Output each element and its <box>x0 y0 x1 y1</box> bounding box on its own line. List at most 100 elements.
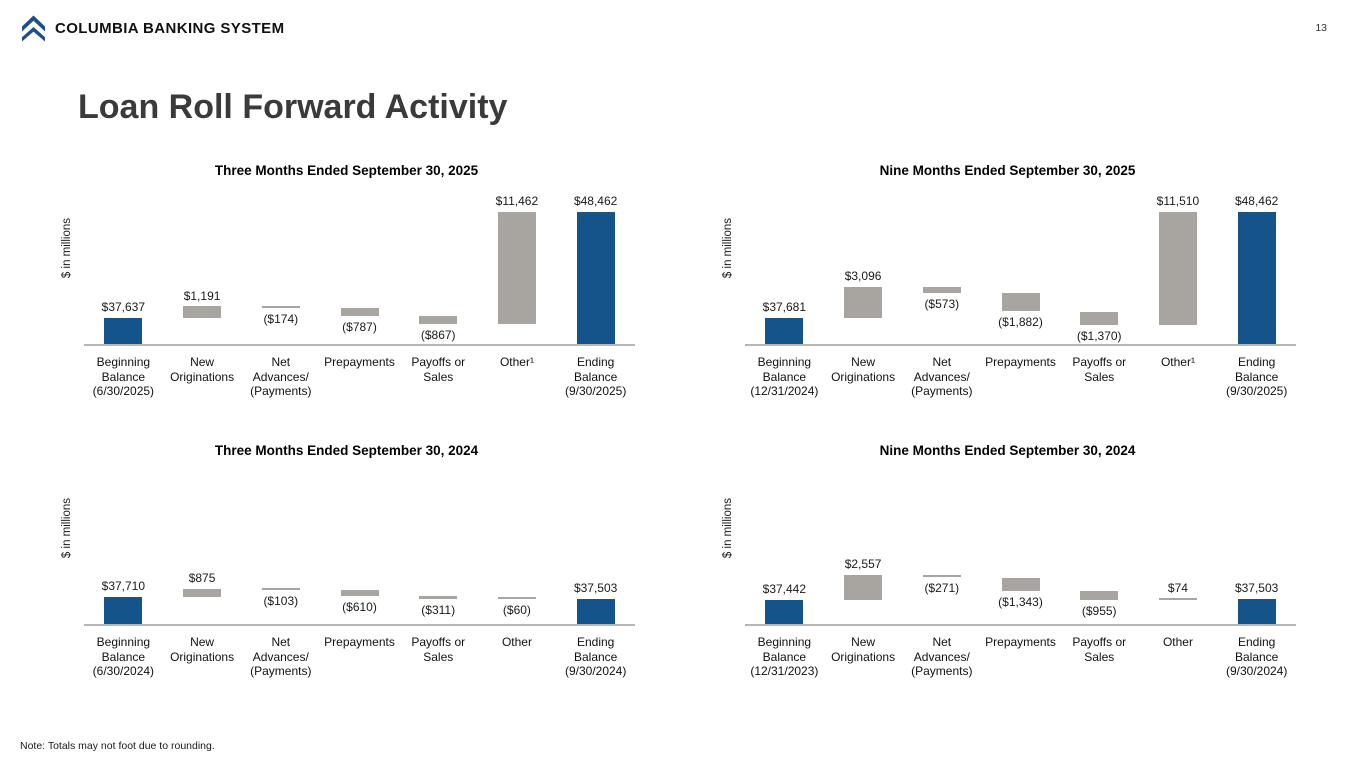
bar-ending-balance <box>576 212 615 344</box>
bar-net-advances-payments <box>261 587 300 590</box>
x-axis-labels: Beginning Balance (12/31/2024) New Originati… <box>745 355 1296 399</box>
bar-value-label: ($867) <box>420 328 456 343</box>
chart-plot: $37,710 $875 ($103) ($610) ($311) ($60) $37,50… <box>84 464 635 626</box>
bar-value-label: ($1,370) <box>1076 328 1122 343</box>
waterfall-chart-three-months-2025: Three Months Ended September 30, 2025 $ … <box>58 163 635 399</box>
bar-value-label: $11,462 <box>495 194 539 208</box>
bar-value-label: ($1,343) <box>998 594 1043 609</box>
bar-beginning-balance <box>765 317 804 344</box>
bar-value-label: $37,442 <box>762 581 807 596</box>
bar-value-label: ($610) <box>342 599 377 614</box>
x-axis-label-prepayments: Prepayments <box>324 634 395 649</box>
x-axis-label-new-originations: New Originations <box>170 634 235 664</box>
bar-value-label: ($174) <box>263 312 299 327</box>
x-axis-labels: Beginning Balance (6/30/2025) New Originatio… <box>84 355 635 399</box>
bar-beginning-balance <box>104 597 143 624</box>
bar-prepayments <box>1001 292 1040 312</box>
bar-value-label: $11,510 <box>1156 194 1200 208</box>
chart-title: Nine Months Ended September 30, 2025 <box>879 163 1136 178</box>
bar-ending-balance <box>576 599 615 624</box>
x-axis-label-beginning-balance: Beginning Balance (12/31/2023) <box>750 634 819 679</box>
bar-value-label: $1,191 <box>183 288 221 303</box>
chart-plot: $37,442 $2,557 ($271) ($1,343) ($955) $74 $37,… <box>745 464 1296 626</box>
bar-value-label: $37,681 <box>762 299 807 314</box>
bar-value-label: $74 <box>1167 581 1188 596</box>
bar-ending-balance <box>1237 212 1276 344</box>
waterfall-chart-nine-months-2024: Nine Months Ended September 30, 2024 $ i… <box>719 443 1296 679</box>
x-axis-label-ending-balance: Ending Balance (9/30/2024) <box>564 634 627 679</box>
bar-value-label: $37,637 <box>101 300 146 315</box>
columbia-chevrons-icon <box>20 14 47 42</box>
x-axis-label-new-originations: New Originations <box>170 355 235 384</box>
chart-title: Three Months Ended September 30, 2025 <box>214 163 479 178</box>
bar-other <box>1158 212 1197 325</box>
bar-value-label: ($1,882) <box>998 315 1043 330</box>
x-axis-label-net-advances-payments: Net Advances/(Payments) <box>911 355 973 399</box>
bar-new-originations <box>844 287 883 318</box>
x-axis-label-prepayments: Prepayments <box>985 355 1056 369</box>
bar-payoffs-or-sales <box>419 315 458 325</box>
bar-payoffs-or-sales <box>1080 590 1119 601</box>
x-axis-label-ending-balance: Ending Balance (9/30/2024) <box>1225 634 1288 679</box>
x-axis-label-payoffs-or-sales: Payoffs or Sales <box>1072 634 1127 664</box>
x-axis-label-new-originations: New Originations <box>831 355 896 384</box>
x-axis-labels: Beginning Balance (12/31/2023) New Originati… <box>745 635 1296 679</box>
x-axis-label-prepayments: Prepayments <box>985 634 1056 649</box>
y-axis-label: $ in millions <box>722 497 734 558</box>
bar-value-label: $3,096 <box>844 269 882 284</box>
chart-plot: $37,637 $1,191 ($174) ($787) ($867) $11,462 $4… <box>84 184 635 346</box>
footnotes: Note: Totals may not foot due to roundin… <box>20 709 1365 768</box>
slide-title: Loan Roll Forward Activity <box>78 88 508 126</box>
bar-beginning-balance <box>104 318 143 344</box>
x-axis-label-net-advances-payments: Net Advances/(Payments) <box>911 634 973 679</box>
bar-net-advances-payments <box>261 306 300 309</box>
x-axis-label-other: Other <box>501 634 532 649</box>
y-axis-label: $ in millions <box>61 218 73 279</box>
bar-value-label: ($573) <box>924 297 960 311</box>
bar-new-originations <box>183 588 222 598</box>
bar-value-label: $37,710 <box>101 579 146 594</box>
chart-plot: $37,681 $3,096 ($573) ($1,882) ($1,370) $11,5… <box>745 184 1296 346</box>
bar-value-label: $37,503 <box>1234 581 1279 596</box>
bar-beginning-balance <box>765 599 804 624</box>
x-axis-label-beginning-balance: Beginning Balance (12/31/2024) <box>750 355 819 399</box>
x-axis-label-net-advances-payments: Net Advances/(Payments) <box>250 634 312 679</box>
x-axis-labels: Beginning Balance (6/30/2024) New Originatio… <box>84 635 635 679</box>
x-axis-label-ending-balance: Ending Balance (9/30/2025) <box>564 355 627 399</box>
chart-title: Three Months Ended September 30, 2024 <box>214 442 479 458</box>
company-name: COLUMBIA BANKING SYSTEM <box>55 19 285 37</box>
bar-value-label: ($60) <box>502 603 531 618</box>
x-axis-label-other: Other¹ <box>1160 355 1195 369</box>
x-axis-label-other: Other <box>1162 634 1193 649</box>
x-axis-label-prepayments: Prepayments <box>324 355 395 369</box>
x-axis-label-payoffs-or-sales: Payoffs or Sales <box>1072 355 1127 384</box>
bar-value-label: ($311) <box>421 602 456 617</box>
bar-value-label: $48,462 <box>1234 194 1279 208</box>
x-axis-label-beginning-balance: Beginning Balance (6/30/2024) <box>92 634 155 679</box>
bar-value-label: ($787) <box>342 319 377 334</box>
bar-prepayments <box>1001 577 1040 591</box>
waterfall-chart-nine-months-2025: Nine Months Ended September 30, 2025 $ i… <box>719 163 1296 399</box>
x-axis-label-net-advances-payments: Net Advances/(Payments) <box>250 355 312 399</box>
x-axis-label-payoffs-or-sales: Payoffs or Sales <box>411 634 466 664</box>
bar-ending-balance <box>1237 599 1276 624</box>
bar-other <box>497 597 536 600</box>
charts-grid: Three Months Ended September 30, 2025 $ … <box>58 163 1365 679</box>
bar-other <box>497 212 536 325</box>
footnote-rounding: Note: Totals may not foot due to roundin… <box>20 740 215 753</box>
company-logo: COLUMBIA BANKING SYSTEM <box>20 14 1365 42</box>
bar-payoffs-or-sales <box>419 595 458 599</box>
page-number: 13 <box>1315 22 1327 34</box>
bar-value-label: ($955) <box>1081 604 1117 619</box>
waterfall-chart-three-months-2024: Three Months Ended September 30, 2024 $ … <box>58 443 635 679</box>
bar-value-label: $37,503 <box>573 581 618 596</box>
bar-prepayments <box>340 308 379 316</box>
bar-value-label: $875 <box>188 570 216 585</box>
y-axis-label: $ in millions <box>61 497 73 558</box>
header: COLUMBIA BANKING SYSTEM 13 <box>0 0 1365 54</box>
bar-payoffs-or-sales <box>1080 311 1119 325</box>
bar-prepayments <box>340 589 379 596</box>
x-axis-label-payoffs-or-sales: Payoffs or Sales <box>411 355 466 384</box>
bar-net-advances-payments <box>922 574 961 578</box>
x-axis-label-other: Other¹ <box>499 355 534 369</box>
